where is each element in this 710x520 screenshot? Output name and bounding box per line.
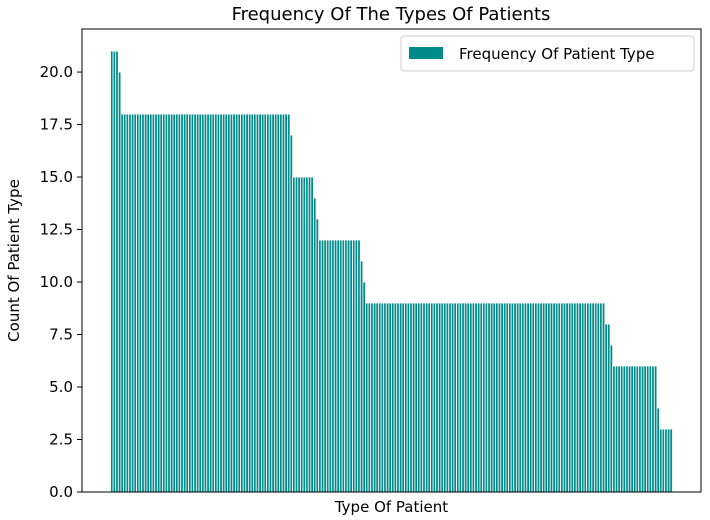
y-tick-label: 17.5	[40, 116, 73, 134]
y-tick-label: 2.5	[49, 431, 73, 449]
plot-frame	[81, 28, 702, 493]
y-tick-label: 15.0	[40, 168, 73, 186]
y-tick-label: 7.5	[49, 326, 73, 344]
legend-frame	[400, 35, 695, 72]
y-tick-label: 12.5	[40, 221, 73, 239]
y-tick-label: 10.0	[40, 273, 73, 291]
y-axis: 0.0 2.5 5.0 7.5 10.0 12.5 15.0 17.5 20.0	[40, 63, 82, 501]
legend-swatch	[409, 47, 443, 59]
y-tick-label: 20.0	[40, 63, 73, 81]
chart-title: Frequency Of The Types Of Patients	[232, 4, 551, 25]
legend-label: Frequency Of Patient Type	[459, 45, 655, 63]
y-tick-label: 5.0	[49, 378, 73, 396]
bar	[669, 428, 673, 493]
y-tick-label: 0.0	[49, 483, 73, 501]
legend: Frequency Of Patient Type	[400, 35, 695, 72]
y-axis-label: Count Of Patient Type	[5, 179, 23, 342]
x-axis-label: Type Of Patient	[334, 498, 448, 516]
bars-group	[110, 50, 673, 493]
